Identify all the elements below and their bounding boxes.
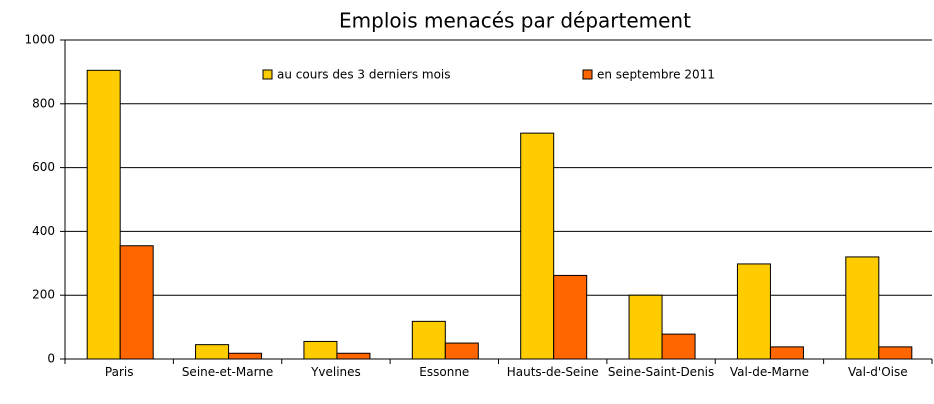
chart-title: Emplois menacés par département: [339, 9, 691, 33]
x-tick-label-box: Val-d'Oise: [848, 365, 908, 379]
y-tick-label: 200: [32, 288, 55, 302]
bar: [119, 245, 154, 360]
legend-swatch: [262, 69, 273, 80]
bar: [336, 352, 371, 360]
x-tick-label: Val-de-Marne: [729, 365, 809, 379]
y-tick-label: 600: [32, 160, 55, 174]
x-tick-label-box: Seine-Saint-Denis: [607, 365, 715, 379]
y-tick-label: 400: [32, 224, 55, 238]
y-tick-label: 800: [32, 96, 55, 110]
legend-label: au cours des 3 derniers mois: [277, 68, 451, 82]
x-tick-label-box: Hauts-de-Seine: [506, 365, 599, 379]
bar: [195, 344, 230, 360]
bar: [845, 256, 880, 360]
y-tick-label: 1000: [24, 33, 55, 47]
x-tick-label-box: Paris: [104, 365, 134, 379]
x-tick-label-box: Essonne: [419, 365, 470, 379]
x-tick-label-box: Seine-et-Marne: [181, 365, 274, 379]
bar: [553, 274, 588, 360]
x-tick-label: Yvelines: [311, 365, 361, 379]
bar: [444, 342, 479, 360]
bar: [661, 333, 696, 360]
bar: [303, 340, 338, 360]
legend-label: en septembre 2011: [597, 68, 715, 82]
bar: [736, 263, 771, 360]
x-tick-label: Seine-Saint-Denis: [607, 365, 715, 379]
bar: [411, 320, 446, 360]
x-tick-label: Essonne: [419, 365, 470, 379]
x-tick-label: Hauts-de-Seine: [506, 365, 599, 379]
x-tick-label: Val-d'Oise: [848, 365, 908, 379]
x-tick-label: Seine-et-Marne: [181, 365, 274, 379]
x-tick-label-box: Yvelines: [311, 365, 361, 379]
y-tick-label: 0: [47, 352, 55, 366]
bar: [878, 346, 913, 360]
x-tick-label-box: Val-de-Marne: [729, 365, 809, 379]
bar: [628, 294, 663, 360]
bar: [769, 346, 804, 360]
x-tick-label: Paris: [104, 365, 134, 379]
bar: [86, 69, 121, 360]
legend-swatch: [582, 69, 593, 80]
bar: [228, 352, 263, 360]
bar: [520, 132, 555, 360]
